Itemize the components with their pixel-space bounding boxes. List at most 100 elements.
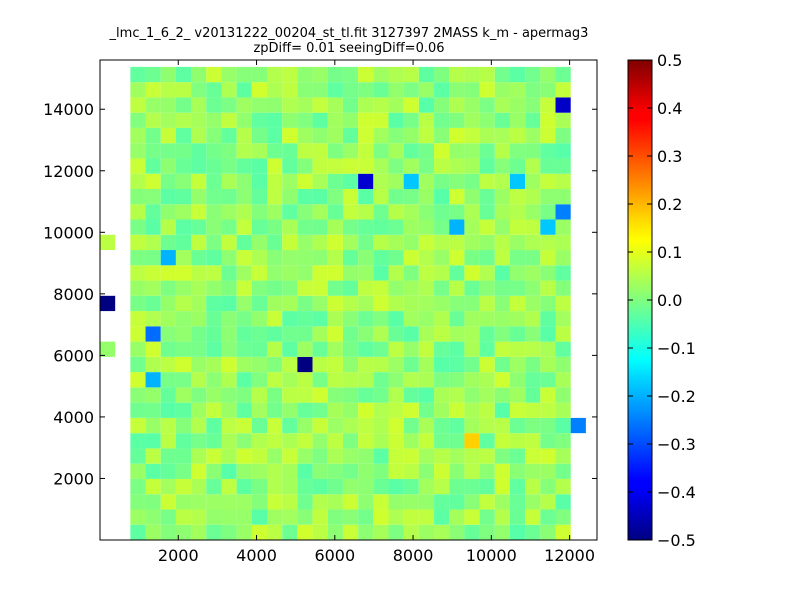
heatmap-cell <box>267 356 283 373</box>
heatmap-cell <box>509 402 526 418</box>
colorbar-tick-label: −0.3 <box>657 435 696 454</box>
heatmap-cell <box>251 204 268 220</box>
heatmap-cell <box>464 463 480 479</box>
heatmap-cell <box>342 219 359 235</box>
heatmap-cell <box>130 372 146 388</box>
heatmap-cell <box>388 402 404 418</box>
heatmap-cell <box>251 372 268 388</box>
heatmap-cell <box>479 204 495 220</box>
heatmap-cell <box>342 478 359 495</box>
heatmap-cell <box>206 326 222 342</box>
heatmap-cell <box>449 219 465 235</box>
heatmap-cell <box>403 295 419 312</box>
heatmap-cell <box>206 387 222 403</box>
heatmap-cell <box>327 280 343 296</box>
heatmap-cell <box>251 356 268 373</box>
heatmap-cell <box>525 250 541 266</box>
heatmap-cell <box>206 463 222 479</box>
heatmap-cell <box>449 234 465 251</box>
heatmap-cell <box>449 311 465 327</box>
heatmap-cell <box>297 82 313 98</box>
heatmap-cell <box>464 219 480 235</box>
heatmap-cell <box>373 112 389 128</box>
heatmap-cell <box>342 433 359 449</box>
heatmap-cell <box>494 82 510 98</box>
heatmap-cell <box>221 97 237 113</box>
heatmap-cell <box>145 509 161 525</box>
heatmap-cell <box>509 143 526 159</box>
heatmap-cell <box>418 127 435 144</box>
heatmap-cell <box>282 402 298 418</box>
heatmap-cell <box>555 219 571 235</box>
heatmap-cell <box>449 188 465 205</box>
heatmap-cell <box>297 478 313 495</box>
heatmap-cell <box>388 158 404 174</box>
heatmap-cell <box>221 311 237 327</box>
heatmap-cell <box>525 295 541 312</box>
heatmap-cell <box>509 463 526 479</box>
heatmap-cell <box>282 234 298 251</box>
heatmap-cell <box>449 97 465 113</box>
heatmap-cell <box>206 478 222 495</box>
heatmap-cell <box>525 66 541 83</box>
heatmap-cell <box>373 341 389 357</box>
heatmap-cell <box>388 524 404 540</box>
heatmap-cell <box>464 417 480 434</box>
heatmap-cell <box>145 311 161 327</box>
x-tick-label: 2000 <box>158 546 199 565</box>
heatmap-cell <box>403 219 419 235</box>
heatmap-cell <box>130 463 146 479</box>
heatmap-cell <box>358 509 374 525</box>
heatmap-cell <box>540 188 556 205</box>
heatmap-cell <box>525 478 541 495</box>
heatmap-cell <box>464 311 480 327</box>
heatmap-cell <box>464 524 480 540</box>
heatmap-cell <box>358 280 374 296</box>
heatmap-cell <box>130 265 146 281</box>
heatmap-cell <box>358 295 374 312</box>
heatmap-cell <box>327 112 343 128</box>
heatmap-cell <box>494 341 510 357</box>
heatmap-cell <box>434 143 450 159</box>
heatmap-cell <box>206 311 222 327</box>
heatmap-cell <box>191 219 207 235</box>
heatmap-cell <box>449 82 465 98</box>
heatmap-cell <box>449 433 465 449</box>
heatmap-cell <box>236 188 252 205</box>
heatmap-cell <box>130 295 146 312</box>
heatmap-cell <box>236 417 252 434</box>
heatmap-cell <box>191 234 207 251</box>
heatmap-cell <box>236 234 252 251</box>
heatmap-cell <box>312 356 328 373</box>
heatmap-cell <box>403 387 419 403</box>
heatmap-cell <box>509 173 526 189</box>
heatmap-cell <box>540 280 556 296</box>
heatmap-cell <box>434 82 450 98</box>
heatmap-cell <box>555 82 571 98</box>
heatmap-cell <box>221 280 237 296</box>
heatmap-cell <box>449 204 465 220</box>
heatmap-cell <box>312 250 328 266</box>
heatmap-cell <box>130 97 146 113</box>
heatmap-cell <box>449 341 465 357</box>
heatmap-cell <box>373 478 389 495</box>
heatmap-cell <box>358 66 374 83</box>
heatmap-cell <box>282 265 298 281</box>
heatmap-cell <box>555 127 571 144</box>
heatmap-cell <box>540 463 556 479</box>
heatmap-cell <box>282 356 298 373</box>
heatmap-cell <box>373 127 389 144</box>
heatmap-cell <box>434 265 450 281</box>
heatmap-cell <box>479 433 495 449</box>
heatmap-cell <box>525 280 541 296</box>
heatmap-cell <box>236 295 252 312</box>
heatmap-cell <box>130 234 146 251</box>
heatmap-cell <box>540 448 556 464</box>
heatmap-cell <box>191 356 207 373</box>
heatmap-cell <box>191 494 207 510</box>
heatmap-cell <box>555 524 571 540</box>
heatmap-cell <box>145 417 161 434</box>
heatmap-cell <box>206 204 222 220</box>
heatmap-cell <box>434 448 450 464</box>
heatmap-cell <box>282 219 298 235</box>
